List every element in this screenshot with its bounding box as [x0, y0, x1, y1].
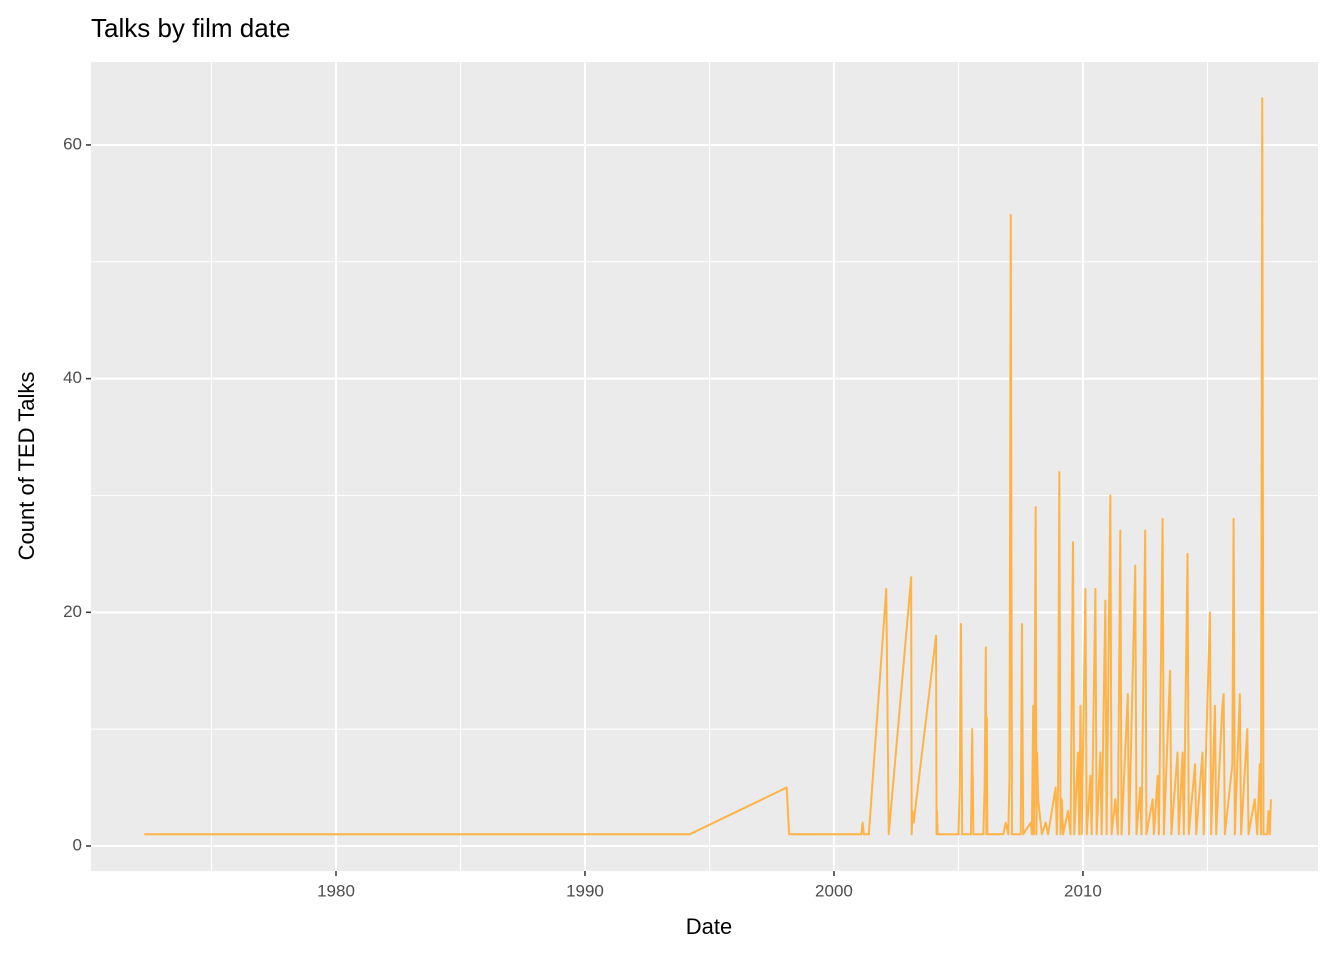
x-tick-label: 1990	[566, 881, 604, 900]
panel	[91, 62, 1318, 871]
x-axis-title: Date	[686, 914, 732, 939]
y-axis-title: Count of TED Talks	[14, 372, 39, 561]
chart-title: Talks by film date	[91, 13, 290, 43]
x-tick-label: 2000	[815, 881, 853, 900]
y-tick-label: 0	[73, 835, 82, 854]
x-tick-label: 1980	[317, 881, 355, 900]
x-tick-label: 2010	[1064, 881, 1102, 900]
y-tick-label: 40	[63, 368, 82, 387]
y-tick-label: 60	[63, 134, 82, 153]
data-line	[144, 97, 1272, 836]
y-tick-label: 20	[63, 602, 82, 621]
